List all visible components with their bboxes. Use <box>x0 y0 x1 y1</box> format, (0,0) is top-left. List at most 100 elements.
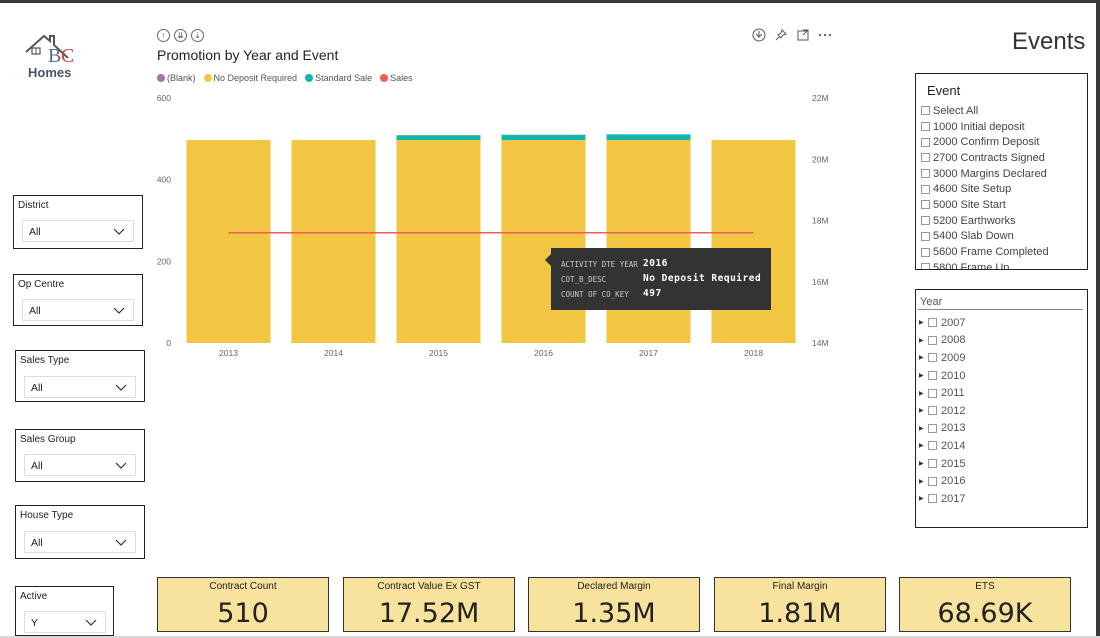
year-item[interactable]: ▶ 2007 <box>919 314 965 332</box>
expand-arrow-icon[interactable]: ▶ <box>919 443 924 450</box>
op-centre-dropdown[interactable]: All <box>22 299 134 321</box>
year-item[interactable]: ▶ 2012 <box>919 402 965 420</box>
expand-arrow-icon[interactable]: ▶ <box>919 320 924 327</box>
visual-header-controls <box>752 28 832 42</box>
chevron-down-icon <box>113 307 125 314</box>
district-dropdown[interactable]: All <box>22 220 134 242</box>
expand-arrow-icon[interactable]: ▶ <box>919 461 924 468</box>
event-item[interactable]: Select All <box>921 103 1049 119</box>
event-item-label: 5200 Earthworks <box>933 214 1016 227</box>
checkbox-icon <box>928 406 937 416</box>
event-item[interactable]: 5400 Slab Down <box>921 229 1049 245</box>
event-item[interactable]: 4600 Site Setup <box>921 181 1049 197</box>
year-item[interactable]: ▶ 2011 <box>919 384 965 402</box>
download-icon[interactable] <box>752 28 766 42</box>
kpi-value: 17.52M <box>378 598 480 629</box>
focus-mode-icon[interactable] <box>796 28 810 42</box>
tooltip-value: 2016 <box>643 258 668 269</box>
chevron-down-icon <box>115 384 127 391</box>
pin-icon[interactable] <box>774 28 788 42</box>
event-item[interactable]: 5800 Frame Up <box>921 260 1049 269</box>
expand-arrow-icon[interactable]: ▶ <box>919 337 924 344</box>
event-slicer: Event Select All 1000 Initial deposit 20… <box>915 73 1088 270</box>
expand-arrow-icon[interactable]: ▶ <box>919 373 924 380</box>
kpi-card-contract-count[interactable]: Contract Count 510 <box>157 577 329 632</box>
year-item[interactable]: ▶ 2009 <box>919 349 965 367</box>
year-item[interactable]: ▶ 2013 <box>919 420 965 438</box>
event-item[interactable]: 5600 Frame Completed <box>921 244 1049 260</box>
expand-arrow-icon[interactable]: ▶ <box>919 496 924 503</box>
kpi-value: 1.35M <box>572 598 656 629</box>
event-item-label: Select All <box>933 104 979 117</box>
bar-no-deposit-required <box>396 140 481 343</box>
bar-no-deposit-required <box>606 140 691 343</box>
kpi-card-final-margin[interactable]: Final Margin 1.81M <box>714 577 886 632</box>
legend-dot <box>380 74 389 82</box>
drill-down-icon[interactable]: ⇣ <box>191 29 204 42</box>
kpi-card-ets[interactable]: ETS 68.69K <box>899 577 1071 632</box>
checkbox-icon <box>921 122 930 132</box>
logo-homes-text: Homes <box>28 65 72 80</box>
year-item-label: 2015 <box>941 457 966 470</box>
legend-item-blank[interactable]: (Blank) <box>157 73 196 83</box>
event-item[interactable]: 5000 Site Start <box>921 197 1049 213</box>
legend-item-sales[interactable]: Sales <box>380 73 413 83</box>
kpi-card-declared-margin[interactable]: Declared Margin 1.35M <box>528 577 700 632</box>
y2-axis-tick-label: 18M <box>812 216 829 226</box>
chevron-down-icon <box>113 228 125 235</box>
event-item[interactable]: 2700 Contracts Signed <box>921 150 1049 166</box>
checkbox-icon <box>921 137 930 147</box>
chevron-down-icon <box>115 539 127 546</box>
checkbox-icon <box>921 247 930 257</box>
sales-group-dropdown[interactable]: All <box>24 454 136 476</box>
active-dropdown[interactable]: Y <box>24 611 106 633</box>
legend-item-standard-sale[interactable]: Standard Sale <box>305 73 372 83</box>
house-type-dropdown[interactable]: All <box>24 531 136 553</box>
more-options-icon[interactable] <box>818 28 832 42</box>
year-item[interactable]: ▶ 2014 <box>919 437 965 455</box>
event-item-label: 5400 Slab Down <box>933 230 1014 243</box>
year-item[interactable]: ▶ 2015 <box>919 455 965 473</box>
event-item[interactable]: 3000 Margins Declared <box>921 166 1049 182</box>
year-item[interactable]: ▶ 2010 <box>919 367 965 385</box>
kpi-label: ETS <box>975 581 995 592</box>
expand-arrow-icon[interactable]: ▶ <box>919 478 924 485</box>
year-item-label: 2009 <box>941 351 966 364</box>
event-item[interactable]: 5200 Earthworks <box>921 213 1049 229</box>
expand-arrow-icon[interactable]: ▶ <box>919 425 924 432</box>
sales-group-slicer: Sales Group All <box>15 429 145 482</box>
kpi-card-contract-value[interactable]: Contract Value Ex GST 17.52M <box>343 577 515 632</box>
checkbox-icon <box>928 423 937 433</box>
year-item[interactable]: ▶ 2016 <box>919 472 965 490</box>
expand-arrow-icon[interactable]: ▶ <box>919 390 924 397</box>
checkbox-icon <box>928 441 937 451</box>
bar-no-deposit-required <box>501 140 586 343</box>
legend-label: (Blank) <box>167 73 196 83</box>
kpi-label: Declared Margin <box>577 581 651 592</box>
tooltip-arrow <box>545 254 551 266</box>
expand-arrow-icon[interactable]: ▶ <box>919 355 924 362</box>
year-list: ▶ 2007 ▶ 2008 ▶ 2009 ▶ 2010 ▶ 2011 ▶ 2012 ▶ 201… <box>919 314 965 508</box>
sales-type-dropdown[interactable]: All <box>24 376 136 398</box>
checkbox-icon <box>921 106 930 116</box>
legend-label: No Deposit Required <box>213 73 298 83</box>
event-item[interactable]: 1000 Initial deposit <box>921 119 1049 135</box>
legend-item-no-deposit[interactable]: No Deposit Required <box>203 73 298 83</box>
year-item[interactable]: ▶ 2008 <box>919 332 965 350</box>
expand-all-icon[interactable]: ⇊ <box>174 29 187 42</box>
bar-standard-sale <box>606 134 691 141</box>
drill-up-icon[interactable]: ↑ <box>157 29 170 42</box>
year-item[interactable]: ▶ 2017 <box>919 490 965 508</box>
active-slicer: Active Y <box>15 586 114 636</box>
expand-arrow-icon[interactable]: ▶ <box>919 408 924 415</box>
kpi-label: Contract Value Ex GST <box>377 581 481 592</box>
chart-title: Promotion by Year and Event <box>157 47 339 63</box>
house-roof-icon <box>25 34 69 59</box>
bar-no-deposit-required <box>186 140 271 343</box>
x-axis-tick-label: 2016 <box>534 348 553 358</box>
event-list: Select All 1000 Initial deposit 2000 Con… <box>921 103 1049 269</box>
page-title: Events <box>1012 28 1086 55</box>
tooltip-value: No Deposit Required <box>643 273 762 284</box>
event-item[interactable]: 2000 Confirm Deposit <box>921 134 1049 150</box>
dropdown-value: Y <box>31 617 39 629</box>
